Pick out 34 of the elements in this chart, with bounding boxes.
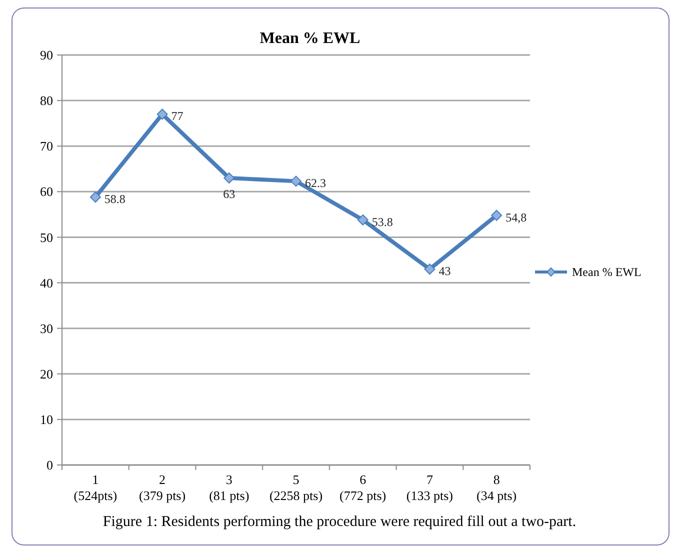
y-tick-label: 40 bbox=[40, 275, 53, 290]
x-tick-label: 2 (379 pts) bbox=[138, 472, 186, 503]
x-tick-label: 3 (81 pts) bbox=[209, 472, 250, 503]
legend-label: Mean % EWL bbox=[572, 265, 642, 280]
chart-title: Mean % EWL bbox=[260, 30, 360, 47]
point bbox=[90, 192, 101, 203]
point bbox=[224, 172, 235, 184]
x-tick-label: 5 (2258 pts) bbox=[269, 472, 323, 503]
x-tick-label: 6 (772 pts) bbox=[340, 472, 386, 503]
x-tick-label: 7 (133 pts) bbox=[406, 472, 454, 503]
y-tick-label: 20 bbox=[40, 366, 53, 382]
data-label: 58.8 bbox=[104, 192, 126, 206]
point bbox=[357, 214, 368, 226]
x-tick-label: 8 (34 pts) bbox=[476, 472, 517, 503]
y-tick-label: 80 bbox=[40, 93, 53, 108]
data-label: 54,8 bbox=[506, 210, 527, 224]
point bbox=[491, 210, 502, 221]
y-tick-label: 70 bbox=[40, 138, 53, 154]
point bbox=[290, 176, 302, 187]
x-tick-label: 1 (524pts) bbox=[74, 472, 118, 503]
y-tick-label: 0 bbox=[46, 458, 53, 473]
y-tick-label: 10 bbox=[40, 412, 53, 427]
y-tick-label: 30 bbox=[40, 320, 53, 336]
point bbox=[424, 264, 436, 275]
data-label: 53.8 bbox=[372, 214, 393, 229]
data-label: 43 bbox=[438, 264, 451, 278]
y-tick-label: 50 bbox=[40, 230, 53, 245]
data-label: 63 bbox=[223, 187, 236, 201]
data-label: 62.3 bbox=[305, 176, 326, 190]
point bbox=[156, 108, 168, 120]
y-tick-label: 60 bbox=[40, 184, 53, 200]
y-tick-label: 90 bbox=[40, 48, 53, 63]
data-label: 77 bbox=[171, 109, 184, 124]
caption: Figure 1: Residents performing the procedure were required fill out a two-part. bbox=[102, 514, 576, 530]
